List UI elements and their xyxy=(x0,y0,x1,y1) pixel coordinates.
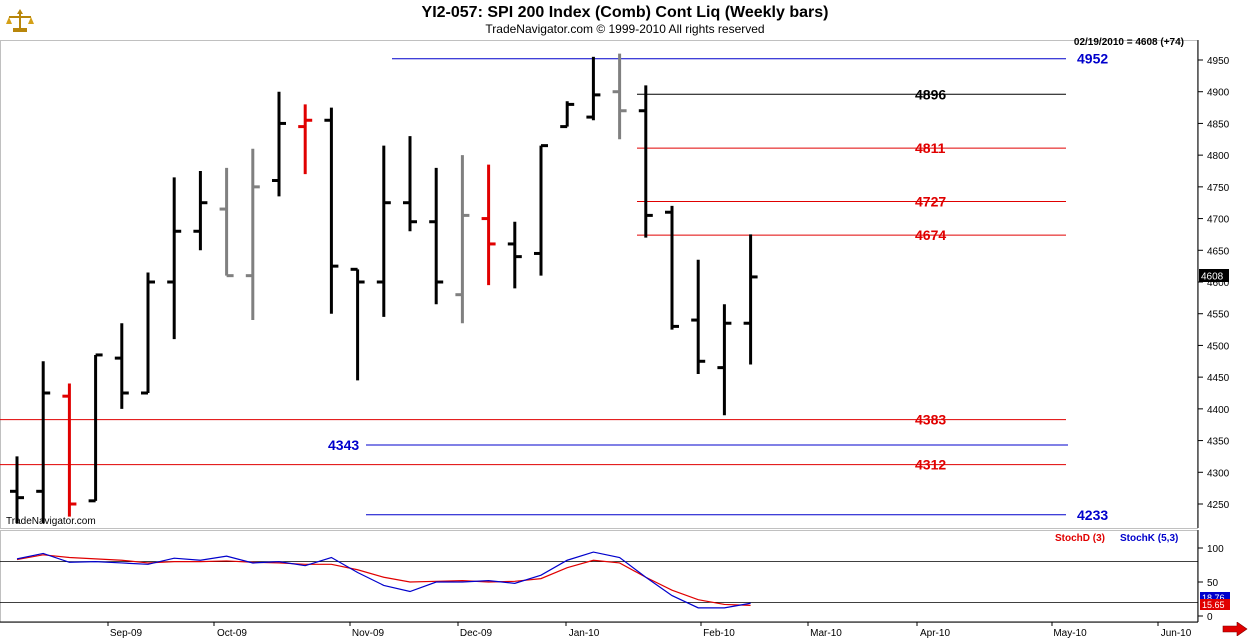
price-tick-label: 4550 xyxy=(1207,310,1230,321)
scroll-right-arrow-icon[interactable] xyxy=(1222,621,1248,641)
time-axis-label: Feb-10 xyxy=(703,628,735,639)
price-tick-label: 4250 xyxy=(1207,500,1230,511)
stochastic-tick-label: 0 xyxy=(1207,612,1213,623)
legend-stochd: StochD (3) xyxy=(1055,533,1105,544)
price-tick-label: 4900 xyxy=(1207,88,1230,99)
chart-subtitle: TradeNavigator.com © 1999-2010 All right… xyxy=(485,22,765,36)
level-lines: 4952 4896 4811 4727 4674 4383 4343 4312 4233 xyxy=(0,51,1108,523)
level-label: 4312 xyxy=(915,457,946,473)
price-tick-label: 4950 xyxy=(1207,56,1230,67)
time-axis-label: Sep-09 xyxy=(110,628,143,639)
price-tick-label: 4450 xyxy=(1207,373,1230,384)
stochastic-lines xyxy=(16,551,751,609)
price-readout: 02/19/2010 = 4608 (+74) xyxy=(1073,37,1184,48)
price-tick-label: 4350 xyxy=(1207,437,1230,448)
price-tick-label: 4750 xyxy=(1207,183,1230,194)
legend-stochk: StochK (5,3) xyxy=(1120,533,1178,544)
time-axis-label: Nov-09 xyxy=(352,628,385,639)
time-axis-label: Dec-09 xyxy=(460,628,493,639)
stochk-badge-value: 18.76 xyxy=(1202,593,1225,603)
stochastic-axis: 0 50 100 xyxy=(1198,544,1224,623)
price-tick-label: 4800 xyxy=(1207,151,1230,162)
price-tick-label: 4650 xyxy=(1207,246,1230,257)
stochastic-series-line xyxy=(16,554,751,606)
last-price-badge-bg xyxy=(1199,269,1229,282)
watermark: TradeNavigator.com xyxy=(6,516,96,527)
price-bars xyxy=(10,53,758,524)
stochastic-panel: 0 50 100 StochD (3) StochK (5,3) 18.76 15.… xyxy=(0,530,1230,623)
price-tick-label: 4700 xyxy=(1207,215,1230,226)
stochastic-tick-label: 50 xyxy=(1207,578,1219,589)
stochk-badge-bg xyxy=(1200,592,1230,603)
price-panel-frame xyxy=(0,40,1198,529)
level-label: 4727 xyxy=(915,193,946,209)
stochastic-series-line xyxy=(16,551,751,609)
last-price-badge: 4608 xyxy=(1199,269,1229,283)
stochastic-panel-frame xyxy=(0,530,1198,623)
price-tick-label: 4400 xyxy=(1207,405,1230,416)
price-axis: 4250 4300 4350 4400 4450 4500 4550 4600 4650 4700… xyxy=(1198,56,1230,511)
time-axis-label: Apr-10 xyxy=(920,628,950,639)
level-label: 4811 xyxy=(915,140,946,156)
level-label: 4896 xyxy=(915,86,946,102)
time-axis-label: Jun-10 xyxy=(1161,628,1192,639)
level-label: 4343 xyxy=(328,437,359,453)
time-axis-label: Jan-10 xyxy=(569,628,600,639)
price-tick-label: 4500 xyxy=(1207,341,1230,352)
price-tick-label: 4850 xyxy=(1207,119,1230,130)
level-label: 4674 xyxy=(915,227,946,243)
price-panel: 4952 4896 4811 4727 4674 4383 4343 4312 4233 425… xyxy=(0,40,1230,529)
scale-logo-icon xyxy=(4,6,36,36)
time-axis: Sep-09 Oct-09 Nov-09 Dec-09 Jan-10 Feb-10 Mar-… xyxy=(0,621,1198,639)
price-tick-label: 4300 xyxy=(1207,468,1230,479)
stochastic-tick-label: 100 xyxy=(1207,544,1224,555)
time-axis-label: Mar-10 xyxy=(810,628,842,639)
level-label: 4952 xyxy=(1077,51,1108,67)
level-label: 4233 xyxy=(1077,507,1108,523)
stochd-badge-value: 15.65 xyxy=(1202,600,1225,610)
last-price-label: 4608 xyxy=(1201,272,1224,283)
time-axis-label: May-10 xyxy=(1053,628,1087,639)
level-label: 4383 xyxy=(915,412,946,428)
chart-title: YI2-057: SPI 200 Index (Comb) Cont Liq (… xyxy=(421,4,829,21)
time-axis-label: Oct-09 xyxy=(217,628,247,639)
stochd-badge-bg xyxy=(1200,599,1230,610)
stochastic-badges: 18.76 15.65 xyxy=(1200,592,1230,610)
price-tick-label: 4600 xyxy=(1207,278,1230,289)
